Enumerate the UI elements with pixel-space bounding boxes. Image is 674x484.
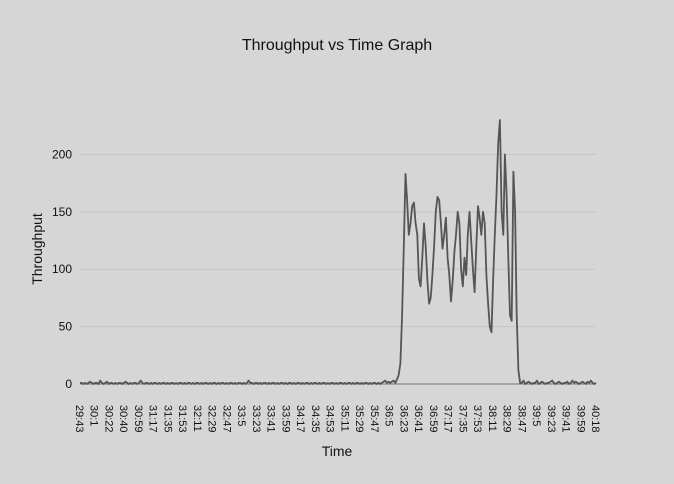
x-tick-label: 31:53	[176, 405, 188, 433]
x-tick-label: 37:17	[442, 405, 454, 433]
x-tick-label: 38:11	[486, 405, 498, 432]
x-tick-label: 31:35	[161, 405, 173, 433]
x-tick-label: 39:59	[574, 405, 586, 433]
x-tick-label: 40:18	[589, 405, 601, 433]
x-tick-label: 37:35	[456, 405, 468, 433]
x-tick-label: 36:41	[412, 405, 424, 433]
y-axis-label: Throughput	[29, 213, 45, 285]
x-tick-label: 34:35	[309, 405, 321, 433]
y-tick-label: 50	[59, 320, 73, 334]
x-tick-label: 30:22	[102, 405, 114, 433]
chart-title: Throughput vs Time Graph	[242, 37, 432, 54]
x-tick-label: 33:5	[235, 405, 247, 426]
x-tick-label: 32:47	[220, 405, 232, 433]
y-tick-label: 200	[52, 147, 72, 161]
x-tick-label: 39:5	[530, 405, 542, 426]
x-axis-label: Time	[322, 443, 353, 459]
x-tick-label: 34:17	[294, 405, 306, 433]
x-tick-label: 34:53	[324, 405, 336, 433]
y-tick-label: 150	[52, 205, 72, 219]
x-tick-label: 35:47	[368, 405, 380, 433]
x-tick-label: 38:47	[515, 405, 527, 433]
x-tick-label: 38:29	[501, 405, 513, 433]
x-tick-label: 30:59	[132, 405, 144, 433]
x-tick-label: 35:11	[338, 405, 350, 432]
x-tick-label: 30:40	[117, 405, 129, 433]
series-line-0	[80, 119, 597, 385]
x-tick-label: 29:43	[73, 405, 85, 433]
x-tick-label: 33:41	[265, 405, 277, 433]
x-tick-label: 39:41	[560, 405, 572, 433]
x-tick-label: 39:23	[545, 405, 557, 433]
x-tick-label: 36:59	[427, 405, 439, 433]
x-tick-label: 32:29	[206, 405, 218, 433]
x-tick-label: 30:1	[88, 405, 100, 426]
y-tick-label: 0	[65, 377, 72, 391]
x-tick-labels: 29:43 30:1 30:22 30:40 30:59 31:17 31:35 31:53 3…	[73, 405, 601, 433]
x-tick-label: 33:23	[250, 405, 262, 433]
x-tick-label: 35:29	[353, 405, 365, 433]
x-tick-label: 32:11	[191, 405, 203, 432]
y-tick-labels: 0 50 100 150 200	[52, 147, 72, 391]
y-tick-label: 100	[52, 262, 72, 276]
x-tick-label: 31:17	[147, 405, 159, 433]
series-lines	[80, 119, 597, 385]
x-tick-label: 33:59	[279, 405, 291, 433]
x-tick-label: 36:23	[397, 405, 409, 433]
x-tick-label: 36:5	[383, 405, 395, 426]
x-tick-label: 37:53	[471, 405, 483, 433]
